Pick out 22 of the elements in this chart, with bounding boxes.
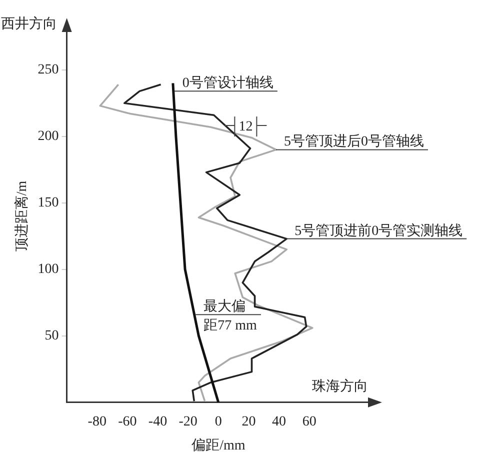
y-tick-label: 200 (38, 129, 59, 144)
y-tick-label: 250 (38, 62, 59, 78)
y-tick-label: 100 (38, 262, 59, 278)
x-tick-label: 40 (272, 414, 286, 430)
y-tick-label: 50 (44, 328, 59, 344)
x-axis-title: 偏距/mm (192, 437, 246, 454)
text: 西井方向 (0, 16, 57, 32)
x-tick-label: 60 (302, 414, 316, 430)
x-tick-label: -40 (148, 414, 168, 430)
annotation: 5号管顶进前0号管实测轴线 (294, 222, 463, 239)
annotation: 12 (238, 120, 253, 135)
annotation: 0号管设计轴线 (182, 75, 274, 92)
x-tick-label: 0 (214, 414, 222, 430)
x-tick-label: -80 (88, 414, 106, 430)
x-tick-label: 20 (242, 414, 256, 430)
x-tick-label: -20 (178, 414, 198, 430)
annotation: 最大偏距77 mm (204, 298, 258, 334)
x-tick-label: -60 (118, 414, 137, 430)
annotation: 5号管顶进后0号管轴线 (284, 134, 424, 150)
annotation: 珠海方向 (312, 378, 368, 394)
y-tick-label: 150 (38, 196, 59, 211)
y-axis-title: 顶进距离/m (14, 180, 30, 252)
